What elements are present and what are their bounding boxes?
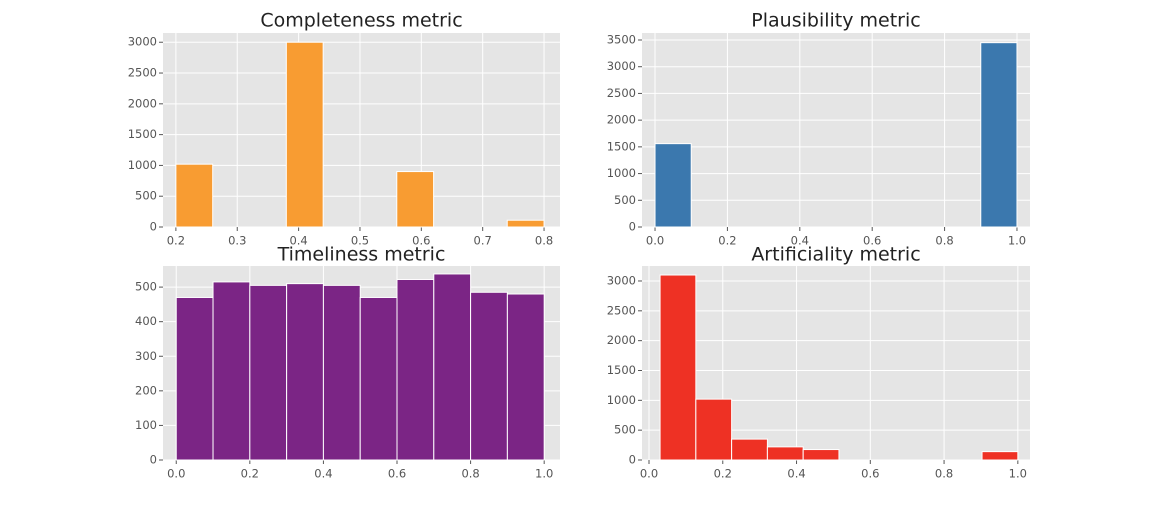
x-tick-label: 0.6	[388, 467, 406, 481]
chart-title: Timeliness metric	[277, 244, 446, 266]
x-tick-label: 0.4	[787, 467, 805, 481]
x-tick-label: 0.6	[861, 467, 879, 481]
bar	[249, 284, 288, 461]
bar	[506, 293, 545, 461]
bar	[470, 291, 508, 461]
bar	[980, 42, 1018, 228]
x-tick-label: 0.8	[935, 467, 953, 481]
y-tick-label: 100	[135, 418, 157, 432]
y-tick-label: 500	[614, 193, 636, 207]
bar	[396, 171, 435, 228]
y-tick-label: 3000	[607, 59, 636, 73]
plot-area	[163, 33, 560, 227]
x-tick-label: 0.6	[863, 234, 881, 248]
y-tick-label: 1000	[607, 166, 636, 180]
y-tick-label: 500	[135, 189, 157, 203]
bar	[286, 283, 324, 461]
x-tick-label: 0.4	[314, 467, 332, 481]
x-tick-label: 0.8	[935, 234, 953, 248]
x-tick-label: 0.2	[241, 467, 259, 481]
bar	[359, 296, 398, 461]
x-tick-label: 0.4	[791, 234, 809, 248]
y-tick-label: 1500	[128, 127, 157, 141]
x-tick-label: 0.4	[289, 234, 307, 248]
y-tick-label: 2500	[607, 303, 636, 317]
y-tick-label: 3000	[607, 273, 636, 287]
bar	[175, 296, 214, 461]
y-tick-label: 1000	[128, 158, 157, 172]
y-tick-label: 3500	[607, 32, 636, 46]
bar	[322, 284, 361, 461]
chart-title: Artificiality metric	[751, 244, 920, 266]
y-tick-label: 0	[150, 220, 157, 234]
y-tick-label: 2500	[607, 86, 636, 100]
y-tick-label: 0	[629, 453, 636, 467]
plot-area	[642, 33, 1030, 227]
x-tick-label: 0.6	[412, 234, 430, 248]
y-tick-label: 0	[629, 220, 636, 234]
y-tick-label: 2000	[607, 113, 636, 127]
y-tick-label: 500	[135, 280, 157, 294]
bar	[396, 278, 435, 461]
y-tick-label: 3000	[128, 35, 157, 49]
x-tick-label: 0.0	[640, 467, 658, 481]
x-tick-label: 1.0	[1009, 467, 1027, 481]
x-tick-label: 0.7	[474, 234, 492, 248]
x-tick-label: 0.8	[461, 467, 479, 481]
x-tick-label: 0.2	[718, 234, 736, 248]
bar	[695, 398, 733, 461]
y-tick-label: 1000	[607, 393, 636, 407]
bar	[766, 446, 804, 461]
bar	[654, 143, 692, 228]
x-tick-label: 0.0	[646, 234, 664, 248]
chart-title: Plausibility metric	[751, 10, 920, 32]
bar	[433, 273, 472, 461]
x-tick-label: 1.0	[535, 467, 553, 481]
y-tick-label: 0	[150, 453, 157, 467]
bar	[802, 449, 840, 461]
bar	[212, 281, 251, 461]
bar	[175, 163, 214, 228]
x-tick-label: 0.8	[535, 234, 553, 248]
x-tick-label: 0.3	[228, 234, 246, 248]
x-tick-label: 0.2	[714, 467, 732, 481]
bar	[659, 274, 697, 461]
y-tick-label: 2000	[607, 333, 636, 347]
x-tick-label: 0.0	[167, 467, 185, 481]
y-tick-label: 1500	[607, 139, 636, 153]
x-tick-label: 0.5	[351, 234, 369, 248]
y-tick-label: 400	[135, 314, 157, 328]
x-tick-label: 1.0	[1008, 234, 1026, 248]
y-tick-label: 500	[614, 423, 636, 437]
x-tick-label: 0.2	[167, 234, 185, 248]
bar	[285, 41, 324, 228]
y-tick-label: 2500	[128, 66, 157, 80]
y-tick-label: 1500	[607, 363, 636, 377]
bar	[981, 451, 1019, 461]
y-tick-label: 300	[135, 349, 157, 363]
chart-title: Completeness metric	[260, 10, 462, 32]
y-tick-label: 2000	[128, 96, 157, 110]
bar	[731, 438, 768, 461]
y-tick-label: 200	[135, 383, 157, 397]
bar	[506, 219, 545, 228]
